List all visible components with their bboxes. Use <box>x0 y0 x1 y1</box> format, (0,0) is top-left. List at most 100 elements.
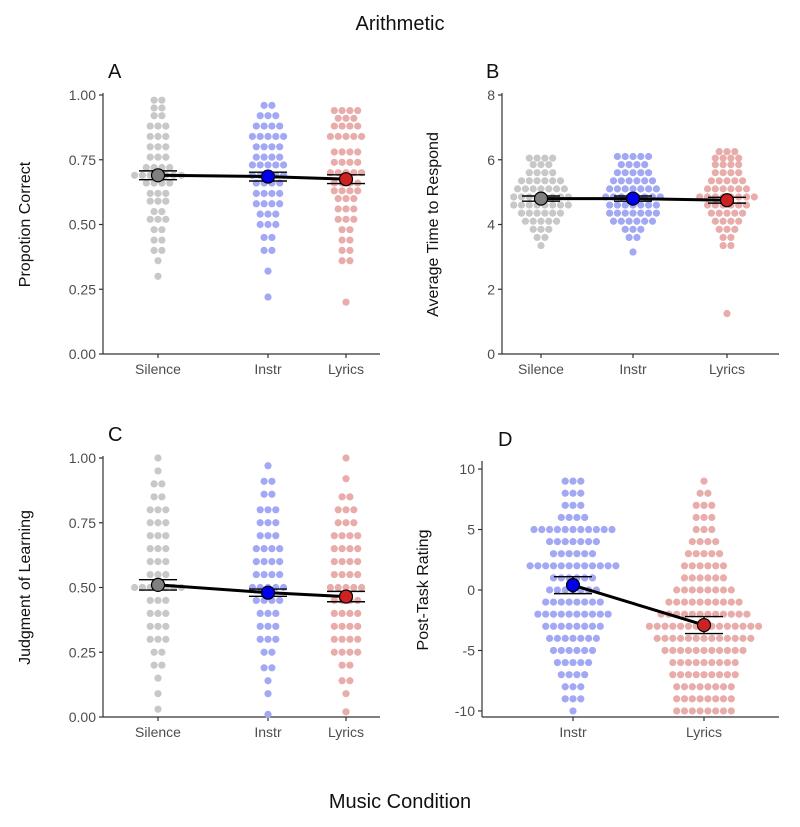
data-point <box>256 161 264 169</box>
data-point <box>358 132 366 141</box>
data-point <box>719 574 728 582</box>
data-point <box>252 143 260 151</box>
data-point <box>719 598 728 606</box>
data-point <box>342 454 350 462</box>
data-point <box>346 677 354 685</box>
data-point <box>146 622 154 630</box>
data-point <box>556 209 565 217</box>
data-point <box>334 195 342 203</box>
data-point <box>268 246 276 254</box>
data-point <box>609 177 618 185</box>
data-point <box>154 153 162 161</box>
data-point <box>652 185 661 193</box>
x-tick-label: Silence <box>135 724 181 740</box>
y-tick-label: 8 <box>487 87 495 103</box>
data-point <box>696 562 704 570</box>
data-point <box>330 148 338 156</box>
data-point <box>276 596 284 605</box>
data-point <box>260 477 268 485</box>
data-point <box>268 545 276 553</box>
data-point <box>158 226 166 234</box>
data-point <box>268 648 276 656</box>
data-point <box>577 489 585 497</box>
data-point <box>268 101 276 109</box>
data-point <box>723 209 731 217</box>
data-point <box>541 177 549 185</box>
data-point <box>613 169 622 177</box>
data-point <box>354 122 362 130</box>
data-point <box>712 562 720 570</box>
data-point <box>731 148 739 156</box>
data-point <box>680 574 689 582</box>
data-point <box>700 646 708 655</box>
data-point <box>739 177 747 185</box>
data-point <box>581 622 589 630</box>
data-point <box>334 583 342 592</box>
data-point <box>537 217 545 225</box>
data-point <box>260 570 268 579</box>
data-point <box>561 525 569 534</box>
data-point <box>645 622 654 630</box>
data-point <box>577 695 585 703</box>
data-point <box>677 622 685 630</box>
data-point <box>346 187 354 195</box>
data-point <box>557 598 565 606</box>
data-point <box>581 610 589 618</box>
data-point <box>739 634 747 642</box>
data-point <box>629 152 637 161</box>
data-point <box>569 477 577 485</box>
data-point <box>708 658 716 667</box>
data-point <box>707 209 716 217</box>
data-point <box>716 658 724 667</box>
data-point <box>264 267 272 275</box>
data-point <box>272 112 280 120</box>
data-point <box>252 189 260 198</box>
data-point <box>272 220 280 229</box>
data-point <box>641 217 649 225</box>
data-point <box>669 634 677 642</box>
data-point <box>588 550 597 558</box>
data-point <box>154 215 162 223</box>
data-point <box>334 205 342 213</box>
data-point <box>553 525 562 534</box>
data-point <box>564 201 572 209</box>
data-point <box>330 106 338 115</box>
data-point <box>350 195 358 203</box>
data-point <box>588 610 597 618</box>
data-point <box>517 209 526 217</box>
data-point <box>625 161 633 169</box>
data-point <box>549 622 558 630</box>
data-point <box>354 635 362 643</box>
data-point <box>338 635 346 643</box>
data-point <box>561 683 569 691</box>
data-point <box>158 648 166 656</box>
data-point <box>342 114 350 122</box>
data-point <box>268 153 276 161</box>
data-point <box>712 538 720 546</box>
data-point <box>338 677 346 685</box>
data-point <box>334 519 342 527</box>
data-point <box>529 217 537 225</box>
data-point <box>727 610 735 618</box>
data-point <box>514 185 522 193</box>
data-point <box>268 570 276 579</box>
data-point <box>264 710 272 719</box>
dot-group-instr <box>248 101 288 301</box>
data-point <box>350 506 358 514</box>
x-axis-title: Music Condition <box>329 791 471 813</box>
data-point <box>588 562 597 570</box>
data-point <box>272 161 280 169</box>
data-point <box>549 598 558 606</box>
data-point <box>645 169 653 177</box>
data-point <box>264 532 272 540</box>
data-point <box>648 177 657 185</box>
data-point <box>711 185 719 193</box>
data-point <box>146 122 154 130</box>
data-point <box>553 217 561 225</box>
data-point <box>338 545 346 553</box>
data-point <box>268 143 276 151</box>
data-point <box>330 558 338 566</box>
data-point <box>546 525 554 534</box>
data-point <box>158 661 166 669</box>
data-point <box>688 562 696 570</box>
